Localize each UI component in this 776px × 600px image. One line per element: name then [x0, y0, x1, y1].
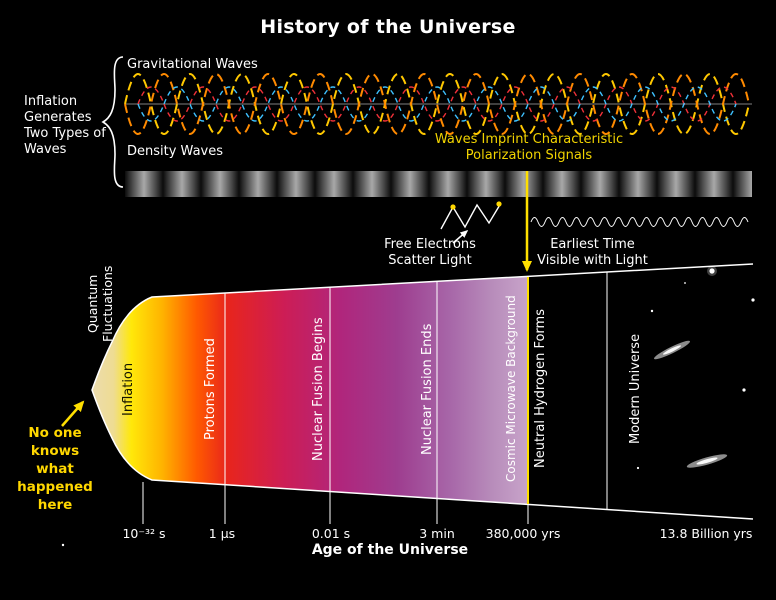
axis-tick-001s: 0.01 s: [311, 526, 351, 541]
gravitational-wave-blue: [137, 86, 737, 122]
photon-dot: [450, 204, 456, 210]
quantum-line1: Quantum: [85, 274, 100, 334]
free-electrons-arrow: [452, 230, 469, 244]
polarization-callout: Waves Imprint Characteristic Polarizatio…: [398, 132, 660, 164]
axis-tick-380000yrs: 380,000 yrs: [485, 526, 561, 541]
galaxy-streak: [686, 454, 728, 468]
universe-cone: [91, 263, 754, 524]
gravitational-waves-label: Gravitational Waves: [127, 57, 258, 72]
cone-colored-fill: [92, 276, 528, 504]
epoch-label-cosmic-microwave-background: Cosmic Microwave Background: [504, 295, 518, 483]
epoch-label-nuclear-fusion-ends: Nuclear Fusion Ends: [420, 323, 435, 455]
epoch-label-neutral-hydrogen-forms: Neutral Hydrogen Forms: [533, 309, 548, 469]
polarization-line2: Polarization Signals: [465, 148, 593, 163]
scatter-zigzag: [440, 201, 502, 230]
stars: [61, 266, 755, 547]
earliest-time-callout: Earliest Time Visible with Light: [530, 237, 655, 269]
quantum-fluctuations-label: Quantum Fluctuations: [85, 256, 115, 352]
inflation-line: Two Types of: [24, 126, 106, 141]
no-one-knows-line: knows: [30, 443, 80, 459]
inflation-generates-label: Inflation Generates Two Types of Waves: [24, 94, 106, 158]
inflation-line: Inflation: [24, 94, 78, 109]
galaxy-streak: [653, 340, 691, 360]
no-one-knows-line: happened: [17, 479, 93, 495]
page-title: History of the Universe: [260, 16, 516, 38]
density-waves-label: Density Waves: [127, 144, 224, 159]
epoch-label-inflation: Inflation: [121, 362, 136, 416]
cone-outline: [91, 263, 754, 520]
polarization-line1: Waves Imprint Characteristic: [434, 132, 624, 147]
axis-tick-1us: 1 μs: [208, 526, 236, 541]
light-wiggle: [530, 217, 749, 227]
photon-dot: [496, 201, 502, 207]
axis-tick-138byrs: 13.8 Billion yrs: [659, 526, 753, 541]
no-one-knows-line: No one: [28, 425, 82, 441]
gravitational-wave-plot: [124, 73, 752, 135]
earliest-time-line2: Visible with Light: [537, 253, 648, 268]
age-axis-label: Age of the Universe: [311, 542, 469, 558]
density-wave-strip: [125, 171, 752, 197]
no-one-knows-line: what: [36, 461, 74, 477]
gravitational-wave-orange: [124, 73, 750, 135]
curly-brace-icon: [101, 56, 124, 188]
axis-tick-inflation-time: 10⁻³² s: [122, 526, 166, 541]
free-electrons-line1: Free Electrons: [384, 237, 476, 252]
epoch-label-nuclear-fusion-begins: Nuclear Fusion Begins: [311, 317, 326, 461]
gravitational-wave-red: [137, 86, 737, 122]
free-electrons-callout: Free Electrons Scatter Light: [374, 237, 486, 269]
earliest-time-line1: Earliest Time: [550, 237, 635, 252]
quantum-line2: Fluctuations: [100, 265, 115, 343]
inflation-line: Generates: [24, 110, 92, 125]
no-one-knows-line: here: [37, 497, 73, 513]
epoch-label-protons-formed: Protons Formed: [203, 338, 218, 440]
origin-arrow: [61, 400, 85, 427]
no-one-knows-callout: No one knows what happened here: [10, 424, 100, 514]
epoch-label-modern-universe: Modern Universe: [628, 333, 643, 445]
axis-tick-3min: 3 min: [419, 526, 455, 541]
free-electrons-line2: Scatter Light: [388, 253, 472, 268]
inflation-line: Waves: [24, 142, 67, 157]
